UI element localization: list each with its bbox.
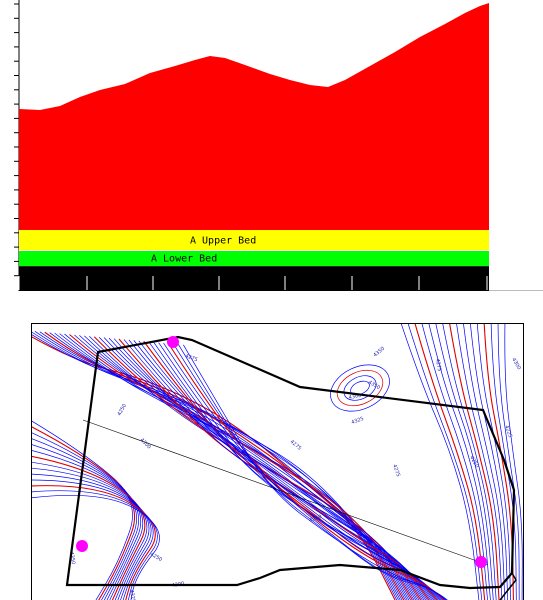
hill-contour xyxy=(330,364,390,412)
contour-elevation-label: 4300 xyxy=(348,393,362,401)
minor-contour xyxy=(74,334,415,600)
minor-contour xyxy=(463,324,506,600)
lower-bed-label: A Lower Bed xyxy=(151,254,217,265)
contour-elevation-label: 4250 xyxy=(309,514,323,524)
contour-elevation-label: 4250 xyxy=(149,552,163,564)
minor-contour xyxy=(407,324,483,600)
minor-contour xyxy=(183,344,448,600)
minor-contour xyxy=(435,324,494,600)
drillhole-marker[interactable] xyxy=(167,336,179,348)
minor-contour xyxy=(497,324,520,600)
contour-elevation-label: 4250 xyxy=(117,403,129,417)
horizontal-axis-ticks xyxy=(18,276,488,290)
upper-bed-layer xyxy=(19,230,489,250)
minor-contour xyxy=(504,324,523,600)
minor-contour xyxy=(421,324,488,600)
hill-contour xyxy=(336,369,384,407)
minor-contour xyxy=(400,324,480,600)
minor-contour xyxy=(32,432,137,600)
contour-elevation-label: 4275 xyxy=(434,358,442,372)
section-line xyxy=(82,419,489,566)
minor-contour xyxy=(98,336,423,600)
hill-contour xyxy=(350,380,370,396)
minor-contour xyxy=(456,324,503,600)
contour-elevation-label: 4350 xyxy=(68,551,76,565)
minor-contour xyxy=(470,324,509,600)
overburden-layer xyxy=(19,3,489,230)
base-layer xyxy=(19,266,489,290)
contour-elevation-label: 4225 xyxy=(503,425,513,439)
minor-contour xyxy=(442,324,497,600)
minor-contour xyxy=(133,340,435,600)
contour-elevation-label: 4350 xyxy=(367,380,381,392)
boundary-extension xyxy=(499,572,517,600)
minor-contour xyxy=(428,324,491,600)
minor-contour xyxy=(178,344,447,600)
minor-contour xyxy=(476,324,511,600)
contour-elevation-label: 4325 xyxy=(128,589,136,600)
hill-contour xyxy=(343,375,377,401)
contour-lines xyxy=(32,324,523,600)
upper-bed-label: A Upper Bed xyxy=(190,236,256,247)
bed-separator xyxy=(19,250,489,251)
contour-elevation-label: 4325 xyxy=(351,416,365,426)
drillhole-marker[interactable] xyxy=(76,540,88,552)
major-contour xyxy=(414,324,486,600)
major-contour xyxy=(168,343,445,600)
major-contour xyxy=(69,334,413,600)
drillhole-marker[interactable] xyxy=(475,556,487,568)
property-boundary xyxy=(65,335,516,590)
minor-contour xyxy=(113,338,428,600)
minor-contour xyxy=(79,335,417,600)
contour-elevation-label: 4275 xyxy=(184,353,198,363)
lower-bed-layer xyxy=(19,251,489,266)
minor-contour xyxy=(490,324,517,600)
contour-elevation-label: 4275 xyxy=(391,464,401,478)
contour-elevation-label: 4300 xyxy=(510,357,522,371)
cross-section-panel: A Upper Bed A Lower Bed xyxy=(14,0,543,291)
major-contour xyxy=(449,324,500,600)
minor-contour xyxy=(32,494,160,600)
contour-elevation-label: 4250 xyxy=(468,455,480,469)
